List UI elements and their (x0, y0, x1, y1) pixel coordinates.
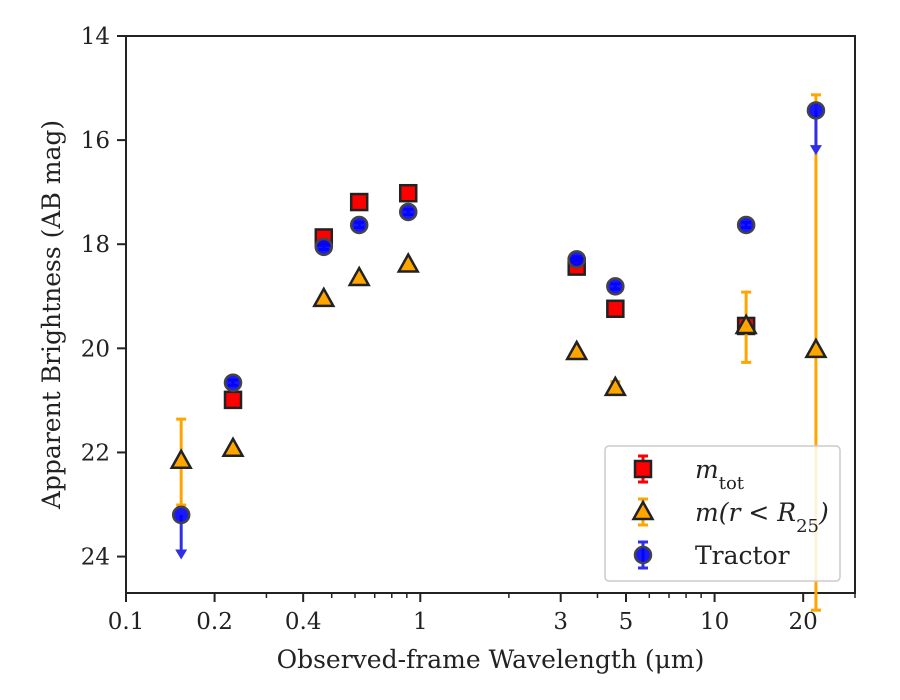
x-tick-label: 20 (789, 609, 818, 635)
m-tot-point (223, 390, 243, 410)
x-tick-label: 1 (413, 609, 428, 635)
m-r25-point (396, 251, 420, 273)
legend-marker (631, 499, 655, 521)
legend-label: m(r < R25) (695, 498, 829, 537)
m-r25-point (312, 286, 336, 308)
tractor-point (606, 277, 625, 296)
y-tick-label: 14 (81, 24, 110, 50)
legend-label: Tractor (695, 541, 790, 570)
m-r25-point (347, 265, 371, 287)
tractor-point (171, 505, 191, 525)
x-tick-label: 0.4 (285, 609, 322, 635)
tractor-point (567, 250, 586, 269)
y-tick-label: 20 (81, 336, 110, 362)
tractor-point (398, 202, 418, 222)
legend-entry: Tractor (633, 540, 790, 570)
x-tick-label: 3 (553, 609, 568, 635)
y-tick-label: 16 (81, 128, 110, 154)
x-tick-label: 10 (700, 609, 729, 635)
y-tick-label: 22 (81, 440, 110, 466)
m-tot-point (606, 299, 625, 319)
m-tot-point (398, 183, 418, 203)
m-r25-point (603, 375, 627, 397)
series-2 (171, 101, 826, 560)
m-r25-point (804, 337, 828, 359)
legend-label: mtot (695, 455, 745, 494)
m-tot-point (349, 192, 369, 212)
legend: mtot m(r < R25) Tractor (604, 445, 841, 582)
upper-limit-arrow (175, 549, 188, 560)
y-tick-label: 18 (81, 232, 110, 258)
legend-entry: mtot (633, 454, 745, 494)
plot-area (125, 35, 856, 594)
legend-marker (633, 459, 653, 479)
tractor-point (806, 101, 826, 120)
m-r25-point (565, 339, 589, 361)
tick-layer: 0.1 0.2 0.4 1 3 5 10 20 14 16 18 20 22 24 (81, 24, 856, 635)
m-r25-point (169, 448, 193, 470)
y-tick-label: 24 (81, 545, 110, 571)
tractor-point (223, 373, 243, 392)
x-axis-label: Observed-frame Wavelength (μm) (277, 645, 705, 674)
upper-limit-arrow (809, 145, 822, 156)
x-tick-label: 5 (619, 609, 634, 635)
x-tick-label: 0.1 (108, 609, 145, 635)
legend-box (604, 445, 841, 582)
m-r25-point (221, 436, 245, 458)
m-r25-point (734, 313, 758, 335)
tractor-point (736, 215, 756, 235)
legend-marker (633, 545, 653, 565)
legend-entry: m(r < R25) (631, 497, 829, 537)
tractor-point (349, 215, 369, 235)
tractor-point (314, 237, 334, 257)
y-axis-label: Apparent Brightness (AB mag) (37, 120, 66, 510)
x-tick-label: 0.2 (196, 609, 233, 635)
series-0 (223, 183, 756, 410)
